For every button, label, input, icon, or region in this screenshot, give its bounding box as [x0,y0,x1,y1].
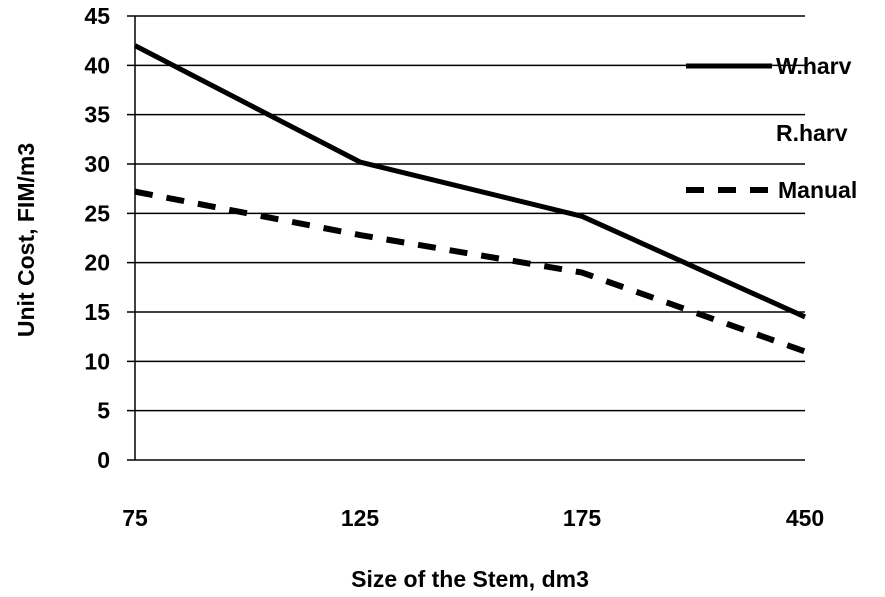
y-tick-label: 35 [84,102,110,128]
y-tick-label: 40 [84,52,110,78]
y-tick-label: 10 [84,348,110,374]
y-tick-label: 15 [84,299,110,325]
x-tick-label: 125 [341,505,380,531]
y-tick-label: 30 [84,151,110,177]
x-axis-title: Size of the Stem, dm3 [351,566,589,592]
legend-label-r-harv: R.harv [776,120,848,146]
legend-label-manual: Manual [778,177,857,203]
y-tick-label: 45 [84,3,110,29]
x-tick-label: 175 [563,505,602,531]
legend-label-w-harv: W.harv [776,53,852,79]
legend: W.harv R.harv Manual [686,53,857,203]
y-tick-label: 0 [97,447,110,473]
grid-lines [127,15,805,461]
x-tick-label: 75 [122,505,148,531]
x-tick-label: 450 [786,505,824,531]
y-axis-title: Unit Cost, FIM/m3 [13,143,39,337]
y-axis-ticks: 0 5 10 15 20 25 30 35 40 45 [84,3,110,473]
series-lines [133,43,807,355]
y-tick-label: 20 [84,250,110,276]
series-line-w-harv [133,43,807,320]
y-tick-label: 5 [97,398,110,424]
x-axis-ticks: 75 125 175 450 [122,505,824,531]
y-tick-label: 25 [84,200,110,226]
